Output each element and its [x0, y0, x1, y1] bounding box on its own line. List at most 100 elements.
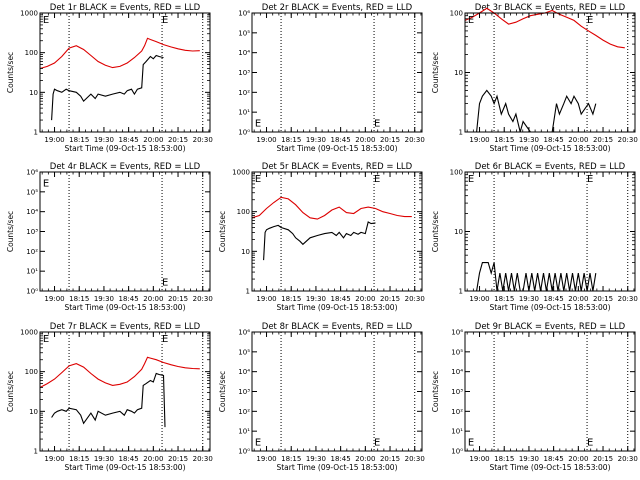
y-tick-label: 100 — [450, 10, 463, 18]
plot-det-8: Det 8r BLACK = Events, RED = LLD 10⁰ 10¹ 10… — [218, 322, 425, 472]
marker-e-label: E — [162, 15, 168, 26]
plot-title: Det 5r BLACK = Events, RED = LLD — [262, 162, 413, 172]
y-tick-label: 100 — [450, 169, 463, 177]
y-tick-label: 10¹ — [451, 428, 463, 436]
x-tick-label: 18:15 — [494, 295, 514, 303]
plot-det-2: Det 2r BLACK = Events, RED = LLD 10⁰ 10¹ 10… — [238, 3, 425, 153]
y-tick-label: 10 — [454, 69, 463, 77]
x-tick-label: 20:30 — [618, 455, 638, 463]
plot-title: Det 4r BLACK = Events, RED = LLD — [50, 162, 201, 172]
x-tick-label: 18:45 — [331, 136, 351, 144]
x-tick-label: 20:30 — [193, 455, 213, 463]
plot-title: Det 9r BLACK = Events, RED = LLD — [475, 322, 626, 332]
x-tick-label: 18:45 — [331, 295, 351, 303]
x-tick-label: 20:15 — [593, 455, 613, 463]
y-tick-label: 10⁰ — [238, 129, 250, 137]
series-line-lld — [39, 37, 200, 70]
x-tick-label: 18:45 — [119, 455, 139, 463]
series-line-lld — [39, 356, 200, 388]
x-tick-label: 19:00 — [256, 295, 276, 303]
x-tick-label: 19:30 — [519, 455, 539, 463]
x-tick-label: 19:30 — [306, 136, 326, 144]
plot-frame — [464, 331, 636, 452]
marker-e-label: E — [162, 334, 168, 345]
x-tick-label: 18:45 — [544, 455, 564, 463]
y-axis-label: Counts/sec — [6, 211, 15, 252]
marker-e-label: E — [374, 438, 380, 449]
x-tick-label: 20:15 — [380, 295, 400, 303]
y-axis-label: Counts/sec — [431, 371, 440, 412]
plot-frame — [251, 331, 423, 452]
marker-e-label: E — [587, 438, 593, 449]
series-line-events — [476, 89, 597, 133]
marker-e-label: E — [468, 15, 474, 26]
y-tick-label: 10² — [238, 89, 250, 97]
y-axis-label: Counts/sec — [218, 211, 227, 252]
y-tick-label: 10² — [238, 408, 250, 416]
x-tick-label: 20:15 — [593, 136, 613, 144]
marker-e-label: E — [43, 334, 49, 345]
plot-frame — [251, 12, 423, 133]
x-tick-label: 20:00 — [568, 136, 588, 144]
series-line-lld — [464, 7, 625, 49]
series-line-events — [51, 372, 166, 428]
y-tick-label: 10⁶ — [451, 329, 463, 337]
x-tick-label: 19:30 — [94, 455, 114, 463]
x-tick-label: 18:45 — [544, 136, 564, 144]
x-tick-label: 20:15 — [168, 455, 188, 463]
y-tick-label: 1 — [459, 288, 463, 296]
x-tick-label: 20:15 — [168, 295, 188, 303]
x-tick-label: 18:45 — [544, 295, 564, 303]
marker-e-label: E — [587, 15, 593, 26]
y-tick-label: 1000 — [232, 169, 250, 177]
x-tick-label: 20:15 — [593, 295, 613, 303]
x-axis-label: Start Time (09-Oct-15 18:53:00) — [489, 463, 610, 472]
plot-frame — [39, 331, 211, 452]
x-tick-label: 18:45 — [331, 455, 351, 463]
x-tick-label: 20:00 — [143, 136, 163, 144]
y-tick-label: 10⁶ — [26, 169, 38, 177]
x-tick-label: 18:15 — [281, 136, 301, 144]
x-tick-label: 20:30 — [405, 136, 425, 144]
x-tick-label: 20:00 — [143, 295, 163, 303]
y-tick-label: 10 — [29, 408, 38, 416]
series-line-events — [476, 262, 597, 292]
x-axis-label: Start Time (09-Oct-15 18:53:00) — [276, 303, 397, 312]
y-tick-label: 10⁴ — [451, 368, 463, 376]
x-tick-label: 20:30 — [193, 295, 213, 303]
y-tick-label: 1 — [459, 129, 463, 137]
plot-title: Det 7r BLACK = Events, RED = LLD — [50, 322, 201, 332]
x-tick-label: 18:45 — [119, 295, 139, 303]
plot-title: Det 6r BLACK = Events, RED = LLD — [475, 162, 626, 172]
x-tick-label: 18:15 — [69, 295, 89, 303]
x-tick-label: 20:15 — [168, 136, 188, 144]
y-axis-label: Counts/sec — [6, 52, 15, 93]
x-tick-label: 19:00 — [44, 136, 64, 144]
y-tick-label: 10⁰ — [26, 288, 38, 296]
x-tick-label: 19:00 — [256, 136, 276, 144]
y-tick-label: 10 — [241, 248, 250, 256]
y-tick-label: 10¹ — [238, 109, 250, 117]
plot-det-1: Det 1r BLACK = Events, RED = LLD 1 10 100 10… — [6, 3, 213, 153]
x-tick-label: 19:30 — [306, 295, 326, 303]
y-tick-label: 100 — [25, 49, 38, 57]
y-tick-label: 10² — [451, 408, 463, 416]
marker-e-label: E — [374, 174, 380, 185]
marker-e-label: E — [255, 174, 261, 185]
y-tick-label: 1000 — [20, 329, 38, 337]
x-tick-label: 18:15 — [281, 295, 301, 303]
y-tick-label: 10⁶ — [238, 329, 250, 337]
x-axis-label: Start Time (09-Oct-15 18:53:00) — [64, 303, 185, 312]
x-axis-label: Start Time (09-Oct-15 18:53:00) — [489, 303, 610, 312]
x-tick-label: 19:00 — [469, 295, 489, 303]
plot-frame — [39, 12, 211, 133]
x-tick-label: 19:30 — [519, 136, 539, 144]
series-line-events — [51, 54, 164, 121]
x-tick-label: 18:15 — [69, 136, 89, 144]
y-tick-label: 10⁴ — [238, 49, 250, 57]
x-tick-label: 20:00 — [143, 455, 163, 463]
x-tick-label: 20:00 — [355, 136, 375, 144]
y-tick-label: 1 — [246, 288, 250, 296]
plot-frame — [464, 171, 636, 292]
